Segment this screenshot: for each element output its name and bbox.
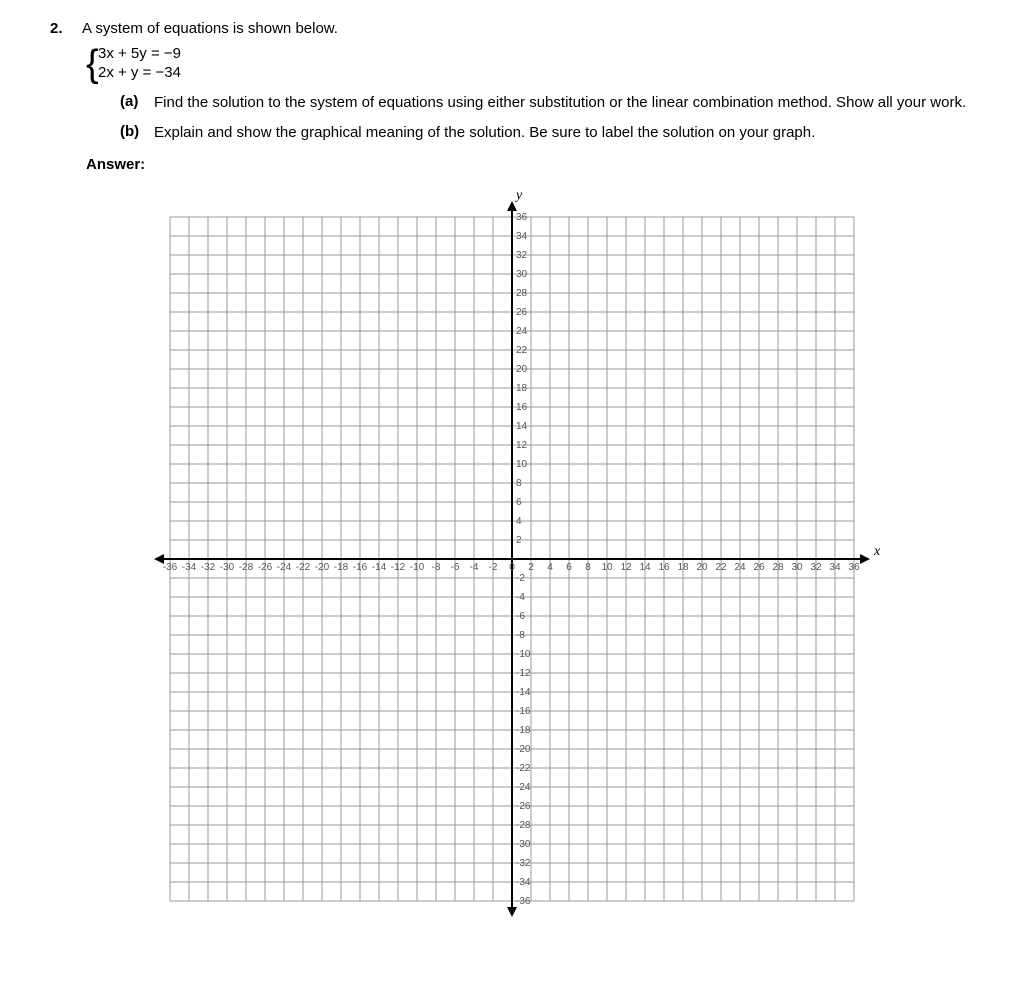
svg-text:-26: -26 <box>516 801 531 812</box>
svg-text:10: 10 <box>601 562 613 573</box>
part-b-label: (b) <box>120 123 146 143</box>
question-prompt: A system of equations is shown below. <box>82 20 974 37</box>
svg-text:2: 2 <box>528 562 534 573</box>
svg-text:2: 2 <box>516 535 522 546</box>
svg-text:-28: -28 <box>239 562 254 573</box>
svg-text:-30: -30 <box>220 562 235 573</box>
curly-brace-icon: { <box>86 45 96 81</box>
svg-text:-36: -36 <box>163 562 178 573</box>
svg-text:-4: -4 <box>470 562 479 573</box>
svg-text:22: 22 <box>516 345 528 356</box>
part-b: (b) Explain and show the graphical meani… <box>120 123 974 143</box>
svg-text:-6: -6 <box>451 562 460 573</box>
svg-text:4: 4 <box>547 562 553 573</box>
svg-text:-2: -2 <box>516 573 525 584</box>
equation-2: 2x + y = −34 <box>98 64 974 81</box>
svg-text:-34: -34 <box>182 562 197 573</box>
system-of-equations: { 3x + 5y = −9 2x + y = −34 <box>86 45 974 81</box>
svg-text:18: 18 <box>516 383 528 394</box>
equation-1: 3x + 5y = −9 <box>98 45 974 62</box>
svg-text:32: 32 <box>516 250 528 261</box>
svg-text:-34: -34 <box>516 877 531 888</box>
svg-text:-8: -8 <box>516 630 525 641</box>
svg-text:-22: -22 <box>296 562 311 573</box>
svg-text:12: 12 <box>516 440 528 451</box>
svg-text:36: 36 <box>848 562 860 573</box>
svg-text:26: 26 <box>516 307 528 318</box>
svg-text:32: 32 <box>810 562 822 573</box>
svg-text:-22: -22 <box>516 763 531 774</box>
svg-text:-32: -32 <box>201 562 216 573</box>
svg-text:-14: -14 <box>372 562 387 573</box>
svg-text:6: 6 <box>516 497 522 508</box>
svg-text:-18: -18 <box>516 725 531 736</box>
svg-text:24: 24 <box>516 326 528 337</box>
svg-text:16: 16 <box>658 562 670 573</box>
svg-text:-2: -2 <box>489 562 498 573</box>
svg-text:-24: -24 <box>277 562 292 573</box>
svg-text:-24: -24 <box>516 782 531 793</box>
svg-text:8: 8 <box>585 562 591 573</box>
svg-text:x: x <box>873 544 881 559</box>
svg-text:-28: -28 <box>516 820 531 831</box>
part-a: (a) Find the solution to the system of e… <box>120 93 974 113</box>
svg-text:-4: -4 <box>516 592 525 603</box>
svg-text:-8: -8 <box>432 562 441 573</box>
svg-text:12: 12 <box>620 562 632 573</box>
part-a-text: Find the solution to the system of equat… <box>154 93 974 113</box>
question-header: 2. A system of equations is shown below. <box>50 20 974 37</box>
svg-text:16: 16 <box>516 402 528 413</box>
svg-text:-16: -16 <box>516 706 531 717</box>
graph-container: -36-34-32-30-28-26-24-22-20-18-16-14-12-… <box>50 189 974 929</box>
svg-text:18: 18 <box>677 562 689 573</box>
svg-text:y: y <box>514 189 523 203</box>
svg-text:-6: -6 <box>516 611 525 622</box>
svg-text:-14: -14 <box>516 687 531 698</box>
svg-text:-10: -10 <box>410 562 425 573</box>
svg-text:34: 34 <box>516 231 528 242</box>
svg-text:-32: -32 <box>516 858 531 869</box>
part-b-text: Explain and show the graphical meaning o… <box>154 123 974 143</box>
svg-text:24: 24 <box>734 562 746 573</box>
question-number: 2. <box>50 20 70 37</box>
svg-text:-16: -16 <box>353 562 368 573</box>
part-a-label: (a) <box>120 93 146 113</box>
svg-text:30: 30 <box>791 562 803 573</box>
svg-text:-20: -20 <box>516 744 531 755</box>
svg-text:26: 26 <box>753 562 765 573</box>
svg-text:-36: -36 <box>516 896 531 907</box>
svg-text:-10: -10 <box>516 649 531 660</box>
svg-text:36: 36 <box>516 212 528 223</box>
svg-text:22: 22 <box>715 562 727 573</box>
svg-text:8: 8 <box>516 478 522 489</box>
svg-text:28: 28 <box>772 562 784 573</box>
svg-text:20: 20 <box>516 364 528 375</box>
svg-text:-30: -30 <box>516 839 531 850</box>
svg-text:0: 0 <box>509 562 515 573</box>
coordinate-plane: -36-34-32-30-28-26-24-22-20-18-16-14-12-… <box>142 189 882 929</box>
svg-text:-12: -12 <box>391 562 406 573</box>
svg-text:4: 4 <box>516 516 522 527</box>
svg-text:6: 6 <box>566 562 572 573</box>
sub-parts: (a) Find the solution to the system of e… <box>120 93 974 144</box>
svg-text:14: 14 <box>639 562 651 573</box>
svg-text:-20: -20 <box>315 562 330 573</box>
svg-text:30: 30 <box>516 269 528 280</box>
svg-text:-18: -18 <box>334 562 349 573</box>
svg-text:20: 20 <box>696 562 708 573</box>
svg-text:-12: -12 <box>516 668 531 679</box>
svg-text:28: 28 <box>516 288 528 299</box>
answer-label: Answer: <box>86 156 974 173</box>
svg-text:34: 34 <box>829 562 841 573</box>
svg-text:-26: -26 <box>258 562 273 573</box>
svg-text:14: 14 <box>516 421 528 432</box>
svg-text:10: 10 <box>516 459 528 470</box>
